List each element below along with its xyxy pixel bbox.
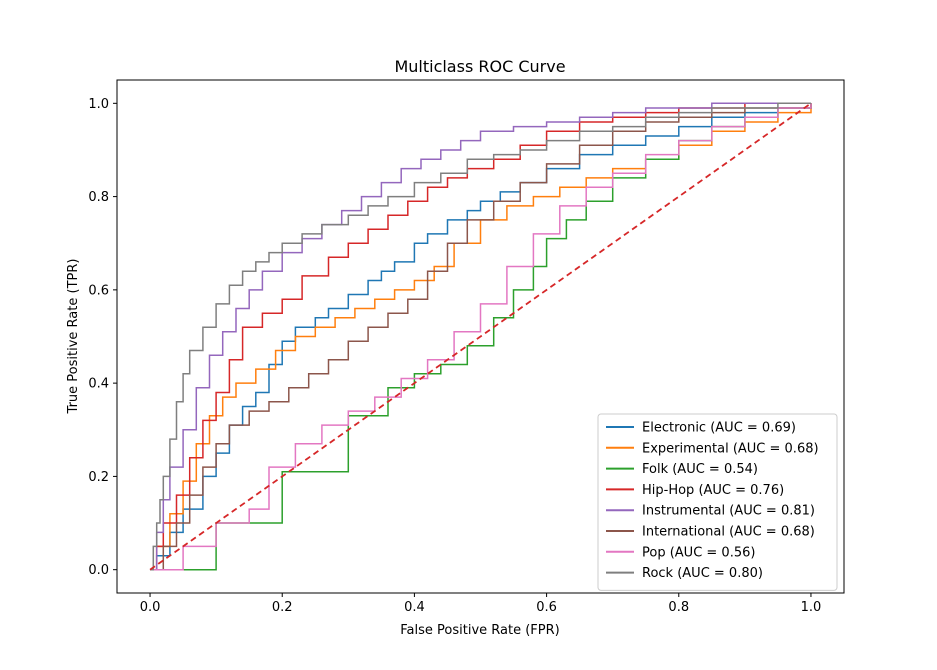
legend-label: Experimental (AUC = 0.68) (642, 441, 819, 456)
legend-label: Pop (AUC = 0.56) (642, 545, 755, 560)
reference-diagonal-group (149, 102, 812, 571)
x-tick-label: 0.8 (668, 600, 689, 615)
y-tick-label: 1.0 (88, 97, 109, 112)
y-tick-label: 0.0 (88, 563, 109, 578)
x-tick-label: 0.6 (536, 600, 557, 615)
axes-frame (116, 79, 845, 594)
series-line-6 (150, 103, 812, 571)
x-tick-label: 0.2 (272, 600, 293, 615)
y-axis-label: True Positive Rate (TPR) (66, 259, 81, 415)
legend-label: Hip-Hop (AUC = 0.76) (642, 483, 784, 498)
x-tick-label: 0.4 (404, 600, 425, 615)
legend-label: Folk (AUC = 0.54) (642, 462, 758, 477)
y-tick-label: 0.8 (88, 190, 109, 205)
y-tick-label: 0.6 (88, 283, 109, 298)
series-group (150, 102, 812, 571)
x-tick-label: 1.0 (801, 600, 822, 615)
y-ticks: 0.0 0.2 0.4 0.6 0.8 1.0 (88, 97, 117, 578)
x-ticks: 0.0 0.2 0.4 0.6 0.8 1.0 (140, 593, 822, 615)
series-line-0 (150, 103, 812, 571)
legend-label: International (AUC = 0.68) (642, 525, 815, 540)
x-tick-label: 0.0 (140, 600, 161, 615)
legend-label: Rock (AUC = 0.80) (642, 566, 763, 581)
legend-box (597, 413, 838, 591)
reference-diagonal-line (149, 102, 812, 571)
y-tick-label: 0.4 (88, 377, 109, 392)
legend-label: Instrumental (AUC = 0.81) (642, 504, 815, 519)
legend-label: Electronic (AUC = 0.69) (642, 421, 796, 436)
chart-title: Multiclass ROC Curve (394, 57, 565, 76)
y-tick-label: 0.2 (88, 470, 109, 485)
x-axis-label: False Positive Rate (FPR) (400, 623, 559, 638)
series-line-3 (150, 102, 811, 571)
series-line-4 (150, 102, 811, 571)
series-line-7 (150, 102, 811, 571)
legend: Electronic (AUC = 0.69) Experimental (AUC… (597, 413, 838, 591)
